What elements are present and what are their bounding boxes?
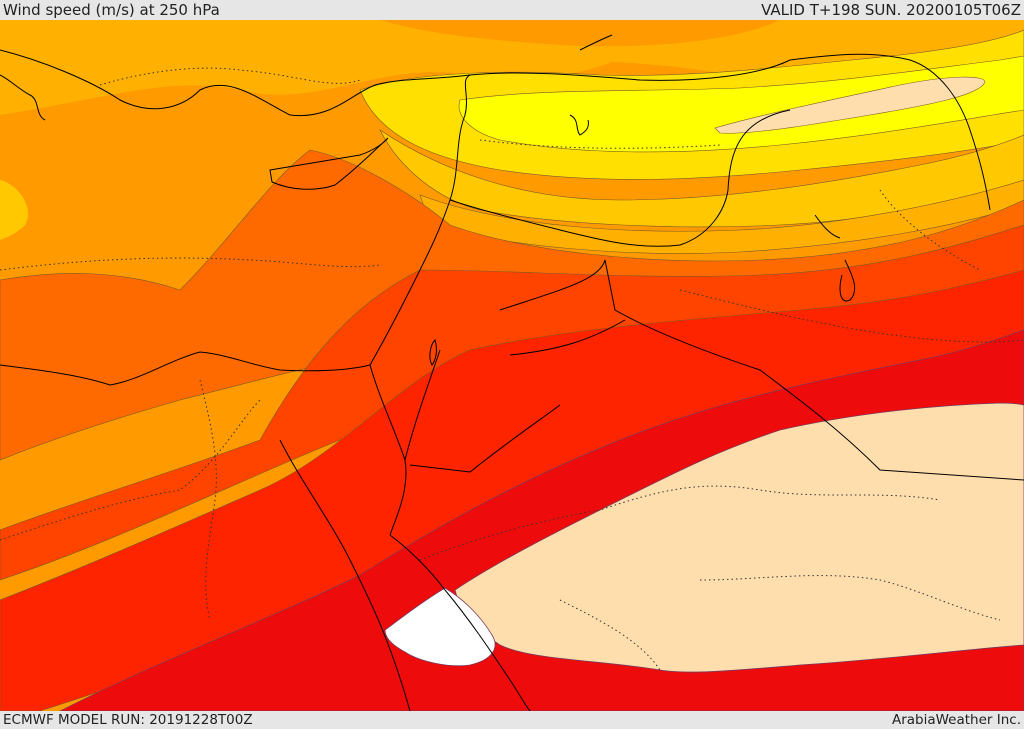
lake-east xyxy=(569,114,589,136)
coast-aegean xyxy=(0,74,46,121)
border-syria-iraq xyxy=(449,109,791,247)
band-amber xyxy=(379,129,1024,228)
wind-map-svg xyxy=(0,20,1024,711)
coastlines xyxy=(0,34,1024,711)
map-footer: ECMWF MODEL RUN: 20191228T00Z ArabiaWeat… xyxy=(0,711,1024,729)
coast-caspian-fragment xyxy=(579,34,613,51)
dotted-boundary-6 xyxy=(559,575,1001,671)
band-light-orange-n xyxy=(250,20,1024,76)
coast-cyprus xyxy=(269,137,389,190)
border-saudi-iraq xyxy=(499,259,1024,481)
band-orange-top xyxy=(380,20,780,47)
map-title: Wind speed (m/s) at 250 hPa xyxy=(3,1,220,19)
border-jordan-saudi xyxy=(409,319,626,473)
coast-gulf-islands xyxy=(814,214,856,302)
border-turkey-syria-iraq xyxy=(469,53,991,211)
valid-time: VALID T+198 SUN. 20200105T06Z xyxy=(761,1,1021,19)
coast-sinai xyxy=(369,349,441,536)
dotted-boundary-2 xyxy=(0,399,261,541)
wind-speed-map xyxy=(0,20,1024,711)
jet-core-peach xyxy=(714,76,986,134)
jet-core-white xyxy=(384,587,496,667)
internal-boundaries xyxy=(0,67,1024,671)
coast-red-sea-west xyxy=(279,439,411,711)
dotted-boundary-8 xyxy=(679,289,1024,343)
coast-turkey xyxy=(0,49,471,117)
dotted-boundary-3 xyxy=(99,67,361,86)
coast-egypt-levant xyxy=(0,74,471,386)
coast-red-sea-east xyxy=(389,534,531,711)
band-light-orange-mid xyxy=(419,179,1024,254)
blob-amber-west xyxy=(0,180,29,240)
model-run: ECMWF MODEL RUN: 20191228T00Z xyxy=(3,712,253,728)
credit: ArabiaWeather Inc. xyxy=(891,712,1021,728)
dead-sea xyxy=(429,339,437,366)
dotted-boundary-7 xyxy=(199,379,217,621)
map-header: Wind speed (m/s) at 250 hPa VALID T+198 … xyxy=(0,0,1024,20)
